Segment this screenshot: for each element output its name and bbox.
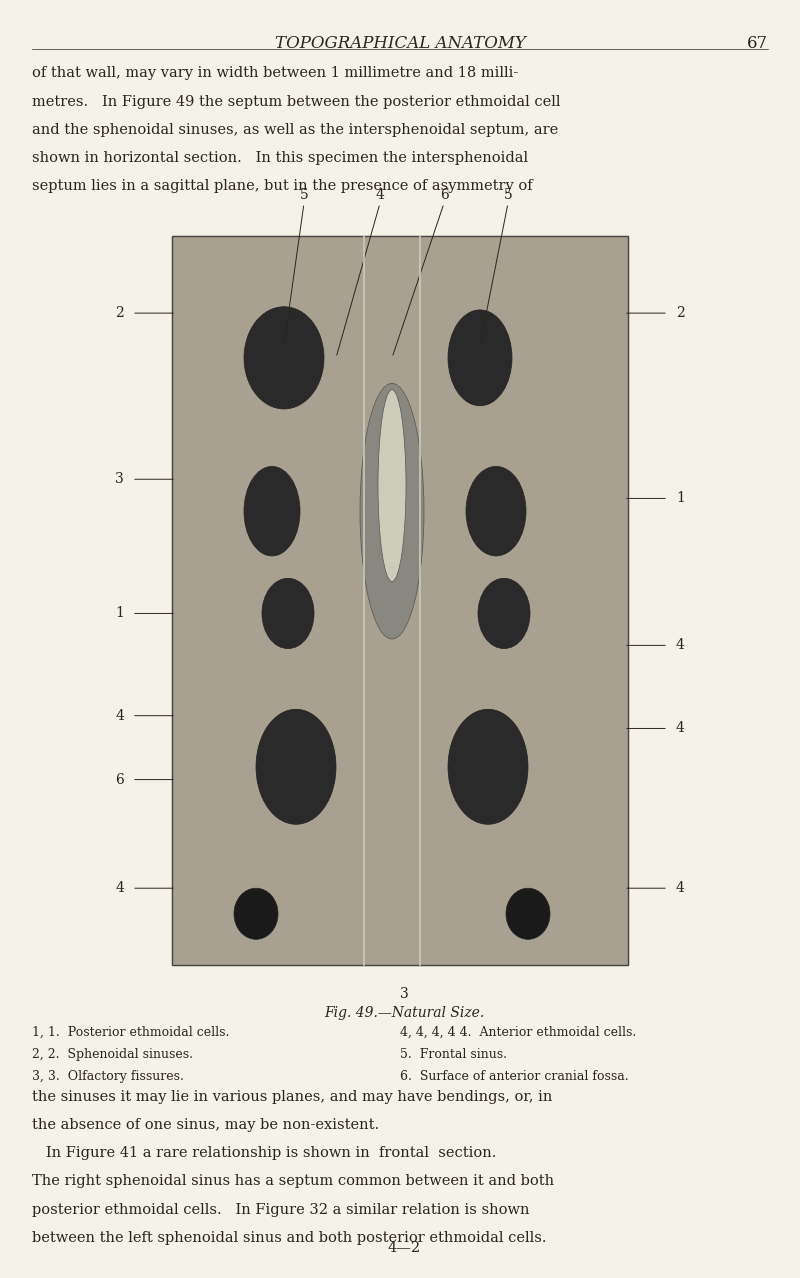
Ellipse shape <box>448 709 528 824</box>
FancyBboxPatch shape <box>172 236 628 965</box>
Text: 4: 4 <box>115 709 124 722</box>
Ellipse shape <box>256 709 336 824</box>
Text: 2, 2.  Sphenoidal sinuses.: 2, 2. Sphenoidal sinuses. <box>32 1048 193 1061</box>
Ellipse shape <box>506 888 550 939</box>
Text: 1: 1 <box>115 607 124 620</box>
Text: 2: 2 <box>115 307 124 320</box>
Text: 3: 3 <box>115 473 124 486</box>
FancyBboxPatch shape <box>172 236 628 965</box>
Text: 6: 6 <box>115 773 124 786</box>
Ellipse shape <box>478 578 530 649</box>
Text: between the left sphenoidal sinus and both posterior ethmoidal cells.: between the left sphenoidal sinus and bo… <box>32 1231 546 1245</box>
Ellipse shape <box>378 390 406 581</box>
Text: the sinuses it may lie in various planes, and may have bendings, or, in: the sinuses it may lie in various planes… <box>32 1090 552 1104</box>
Text: 3: 3 <box>400 987 408 1001</box>
Text: 2: 2 <box>676 307 685 320</box>
Text: 4—2: 4—2 <box>387 1241 421 1255</box>
Ellipse shape <box>466 466 526 556</box>
Ellipse shape <box>244 466 300 556</box>
Text: 5.  Frontal sinus.: 5. Frontal sinus. <box>400 1048 507 1061</box>
Text: In Figure 41 a rare relationship is shown in  frontal  section.: In Figure 41 a rare relationship is show… <box>32 1146 496 1160</box>
Text: 5: 5 <box>504 188 512 202</box>
Ellipse shape <box>448 311 512 406</box>
Text: 4: 4 <box>115 882 124 895</box>
Ellipse shape <box>360 383 424 639</box>
Text: The right sphenoidal sinus has a septum common between it and both: The right sphenoidal sinus has a septum … <box>32 1174 554 1189</box>
Text: 5: 5 <box>300 188 308 202</box>
Text: 67: 67 <box>747 35 768 51</box>
Text: the absence of one sinus, may be non-existent.: the absence of one sinus, may be non-exi… <box>32 1118 379 1132</box>
Text: 4: 4 <box>375 188 385 202</box>
Text: metres.   In Figure 49 the septum between the posterior ethmoidal cell: metres. In Figure 49 the septum between … <box>32 95 561 109</box>
Text: TOPOGRAPHICAL ANATOMY: TOPOGRAPHICAL ANATOMY <box>274 35 526 51</box>
Text: septum lies in a sagittal plane, but in the presence of asymmetry of: septum lies in a sagittal plane, but in … <box>32 179 533 193</box>
Text: of that wall, may vary in width between 1 millimetre and 18 milli-: of that wall, may vary in width between … <box>32 66 518 81</box>
Text: 6.  Surface of anterior cranial fossa.: 6. Surface of anterior cranial fossa. <box>400 1070 629 1082</box>
Text: 1: 1 <box>676 492 685 505</box>
Text: 4: 4 <box>676 882 685 895</box>
Text: 4: 4 <box>676 722 685 735</box>
Ellipse shape <box>244 307 324 409</box>
Text: 3, 3.  Olfactory fissures.: 3, 3. Olfactory fissures. <box>32 1070 184 1082</box>
Text: posterior ethmoidal cells.   In Figure 32 a similar relation is shown: posterior ethmoidal cells. In Figure 32 … <box>32 1203 530 1217</box>
Text: 4: 4 <box>676 639 685 652</box>
Text: 1, 1.  Posterior ethmoidal cells.: 1, 1. Posterior ethmoidal cells. <box>32 1026 230 1039</box>
Text: and the sphenoidal sinuses, as well as the intersphenoidal septum, are: and the sphenoidal sinuses, as well as t… <box>32 123 558 137</box>
Text: shown in horizontal section.   In this specimen the intersphenoidal: shown in horizontal section. In this spe… <box>32 151 528 165</box>
Ellipse shape <box>262 578 314 649</box>
Text: Fig. 49.—Natural Size.: Fig. 49.—Natural Size. <box>324 1006 484 1020</box>
Ellipse shape <box>234 888 278 939</box>
Text: 6: 6 <box>440 188 448 202</box>
Text: 4, 4, 4, 4 4.  Anterior ethmoidal cells.: 4, 4, 4, 4 4. Anterior ethmoidal cells. <box>400 1026 636 1039</box>
